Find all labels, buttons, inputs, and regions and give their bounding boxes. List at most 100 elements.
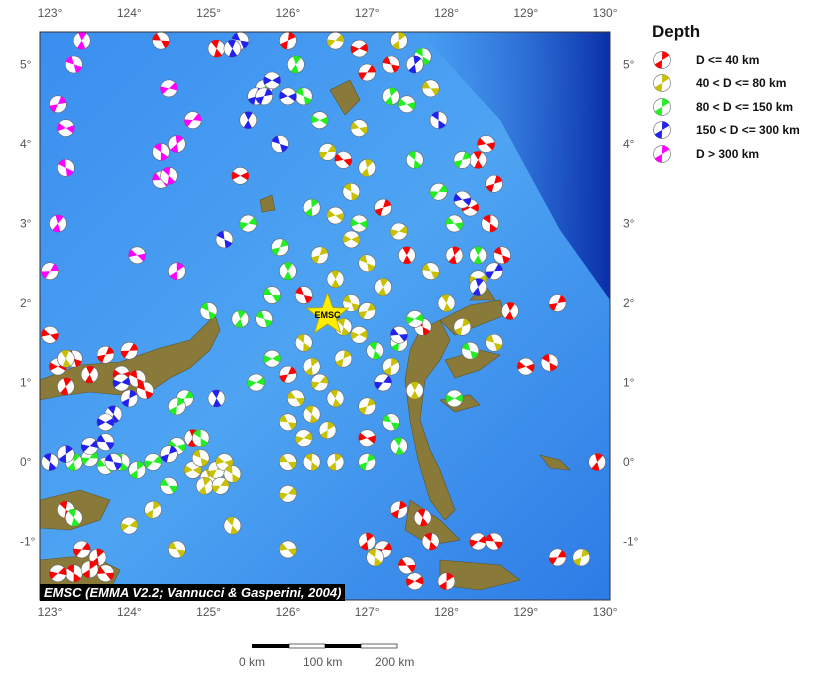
lon-tick-top: 125° [196,6,221,20]
trench-deep-water [420,32,610,300]
focal-mechanism-event [390,500,408,519]
lon-tick-bottom: 127° [355,605,380,619]
focal-mechanism-event [191,449,210,467]
focal-mechanism-event [445,246,464,265]
focal-mechanism-event [540,353,559,372]
focal-mechanism-event [437,572,456,591]
focal-mechanism-event [405,381,424,400]
focal-mechanism-event [398,556,416,575]
focal-mechanism-event [160,167,178,185]
focal-mechanism-event [358,532,377,551]
scale-label-100: 100 km [303,655,343,669]
focal-mechanism-event [49,564,67,583]
focal-mechanism-event [279,365,297,384]
focal-mechanism-event [469,278,488,296]
focal-mechanism-event [136,381,154,400]
focal-mechanism-event [49,95,67,114]
legend-item: D <= 40 km [652,48,800,72]
lon-tick-top: 123° [38,6,63,20]
beachball-symbol [653,74,671,93]
focal-mechanism-event [96,345,115,364]
focal-mechanism-event [485,333,503,352]
landmass [404,319,456,521]
focal-mechanism-event [287,389,305,408]
focal-mechanism-event [302,453,321,471]
focal-mechanism-event [390,32,408,50]
focal-mechanism-event [64,508,83,527]
focal-mechanism-event [469,532,488,551]
beachball-symbol [653,97,671,116]
focal-mechanism-event [493,246,511,265]
focal-mechanism-event [144,453,162,471]
focal-mechanism-event [279,32,297,50]
focal-mechanism-event [516,357,535,376]
beachball-icon [653,74,671,93]
focal-mechanism-event [318,143,337,161]
focal-mechanism-event [350,119,369,137]
legend-title: Depth [652,22,701,41]
focal-mechanism-event [271,135,289,153]
landmass [259,194,276,213]
focal-mechanism-event [223,39,242,58]
focal-mechanism-event [548,294,567,312]
focal-mechanism-event [231,167,250,185]
focal-mechanism-event [41,262,59,281]
focal-mechanism-event [96,433,115,451]
focal-mechanism-event [405,310,424,328]
focal-mechanism-event [41,453,59,471]
focal-mechanism-event [279,540,297,559]
lon-tick-bottom: 123° [38,605,63,619]
legend-item: 150 < D <= 300 km [652,119,800,143]
focal-mechanism-event [128,246,147,265]
focal-mechanism-event [334,349,353,368]
focal-mechanism-event [588,453,606,471]
focal-mechanism-event [96,564,115,583]
focal-mechanism-event [429,182,448,201]
focal-mechanism-event [152,32,170,50]
focal-mechanism-event [358,254,377,273]
credit-label: EMSC (EMMA V2.2; Vannucci & Gasperini, 2… [40,584,346,601]
lat-tick-left: 0° [20,455,32,469]
focal-mechanism-event [279,484,297,503]
beachball-icon [653,50,671,69]
focal-mechanism-event [374,278,392,296]
focal-mechanism-event [199,302,218,320]
focal-mechanism-event [255,310,273,328]
focal-mechanism-event [168,262,186,281]
landmass [539,454,571,471]
focal-mechanism-event [279,453,297,471]
focal-mechanism-event [191,429,210,447]
focal-mechanism-event [80,437,99,455]
lat-tick-left: 3° [20,217,32,231]
focal-mechanism-event [207,389,226,408]
lat-tick-right: -1° [623,535,639,549]
focal-mechanism-event [168,397,186,416]
focal-mechanism-event [168,135,186,153]
focal-mechanism-event [271,238,289,257]
focal-mechanism-event [342,182,361,201]
focal-mechanism-event [72,540,91,559]
focal-mechanism-event [120,389,139,408]
lat-tick-right: 5° [623,58,635,72]
focal-mechanism-event [445,389,464,408]
focal-mechanism-event [239,214,258,233]
legend-item: D > 300 km [652,142,800,166]
focal-mechanism-event [263,286,281,304]
lon-tick-top: 129° [513,6,538,20]
focal-mechanism-event [485,262,503,281]
focal-mechanism-event [279,262,297,281]
lon-tick-top: 128° [434,6,459,20]
focal-mechanism-event [211,477,230,495]
focal-mechanism-event [57,159,75,177]
lat-tick-right: 0° [623,455,635,469]
focal-mechanism-event [310,373,329,392]
lon-tick-top: 127° [355,6,380,20]
focal-mechanism-event [358,453,377,471]
scale-label-200: 200 km [375,655,415,669]
focal-mechanism-event [413,508,432,527]
focal-mechanism-event [183,111,202,129]
focal-mechanism-event [263,71,281,90]
focal-mechanism-event [318,421,337,440]
focal-mechanism-event [279,413,297,432]
focal-mechanism-event [382,413,400,432]
